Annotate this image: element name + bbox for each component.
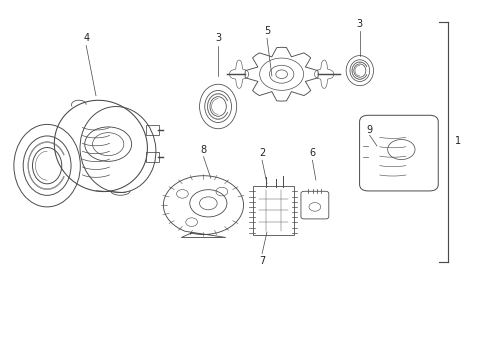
Text: 1: 1 [455,136,461,145]
Text: 9: 9 [367,125,373,135]
Text: 3: 3 [357,19,363,29]
Text: 3: 3 [215,33,221,43]
Text: 8: 8 [200,144,206,154]
Text: 7: 7 [259,256,265,266]
Text: 4: 4 [83,33,89,43]
Text: 2: 2 [259,148,265,158]
Text: 6: 6 [309,148,316,158]
Text: 5: 5 [264,26,270,36]
